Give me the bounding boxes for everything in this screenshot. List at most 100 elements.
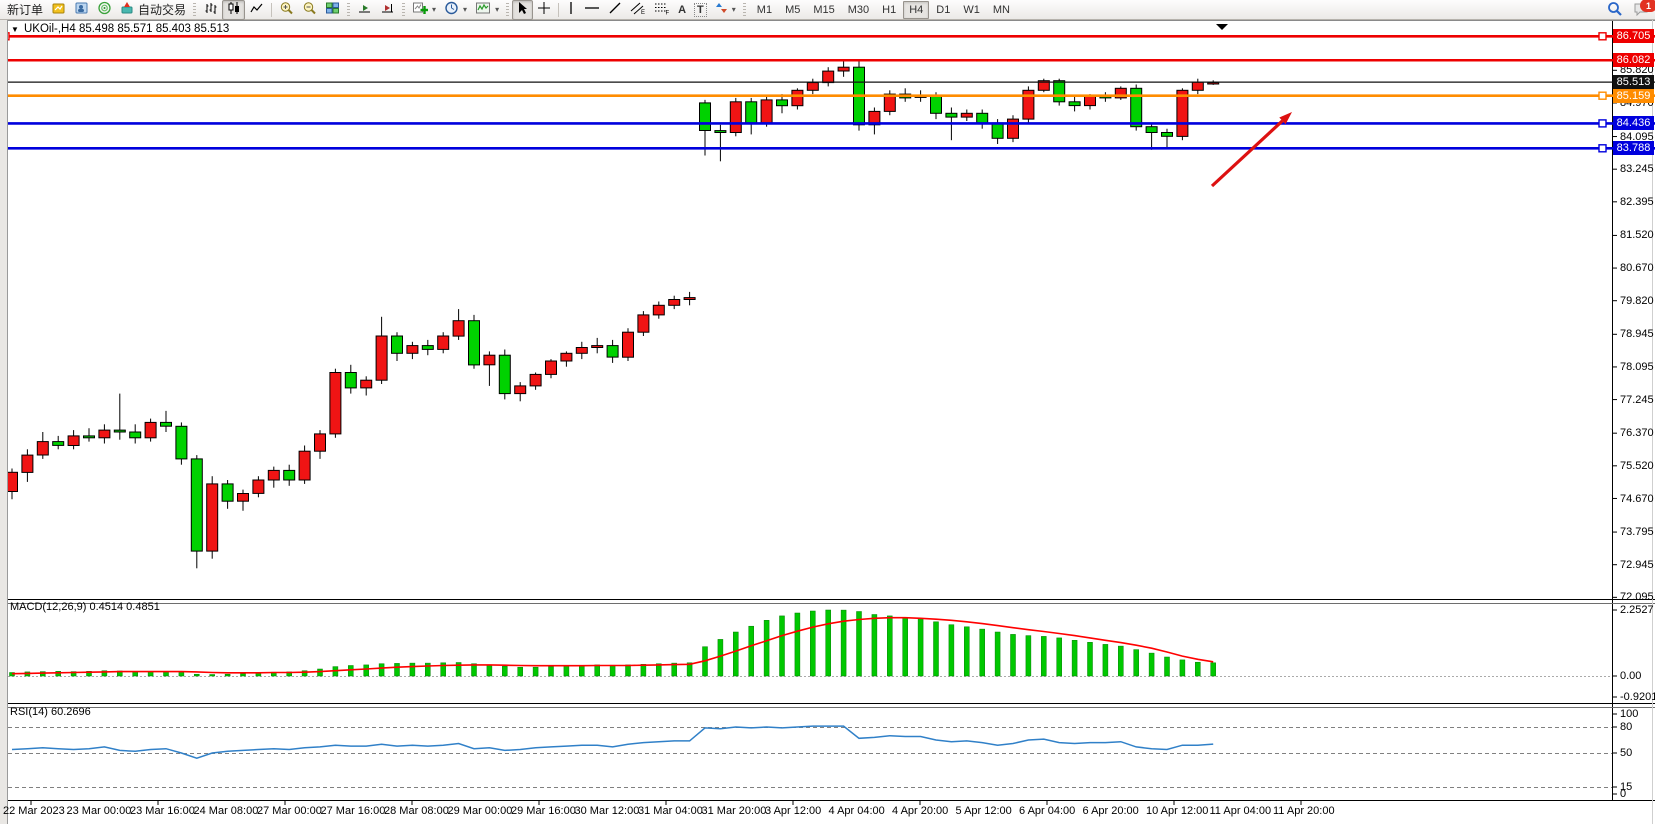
line-chart-mode-button[interactable]: [245, 0, 268, 20]
chevron-down-icon: ▾: [432, 5, 437, 14]
timeframe-button-mn[interactable]: MN: [992, 3, 1010, 16]
price-badge-83.788: 83.788: [1613, 141, 1654, 156]
macd-bar: [594, 664, 600, 677]
price-badge-85.513: 85.513: [1613, 75, 1654, 90]
text-tool-icon: A: [678, 3, 687, 16]
candle-body: [1145, 126, 1158, 133]
candle-body: [344, 372, 357, 389]
cursor-tool-button[interactable]: [512, 0, 534, 20]
macd-bar: [394, 663, 400, 677]
auto-trading-button[interactable]: 自动交易: [116, 0, 190, 20]
timeframe-button-h4[interactable]: H4: [903, 0, 930, 19]
candle-body: [1130, 87, 1143, 128]
macd-bar: [101, 670, 108, 677]
timeframe-button-m1[interactable]: M1: [756, 3, 773, 16]
timeframe-button-w1[interactable]: W1: [963, 3, 980, 16]
fibonacci-icon: F: [654, 1, 670, 18]
candle-body: [83, 435, 95, 439]
timeframe-button-h1[interactable]: H1: [882, 3, 897, 16]
fibonacci-tool-button[interactable]: F: [650, 0, 674, 20]
bar-chart-icon: [203, 1, 218, 18]
macd-bar: [579, 665, 585, 677]
timeframe-button-d1[interactable]: D1: [936, 3, 951, 16]
candle-body: [1191, 81, 1204, 91]
symbol-dropdown-icon[interactable]: ▼: [11, 25, 19, 34]
horizontal-line-tool-button[interactable]: [580, 0, 604, 20]
period-button[interactable]: ▾: [440, 0, 471, 20]
candle-body: [606, 345, 619, 358]
time-axis-label: 31 Mar 20:00: [701, 805, 767, 817]
macd-bar: [887, 615, 893, 677]
rsi-axis-label: 80: [1620, 721, 1633, 733]
candlestick-mode-button[interactable]: [222, 0, 246, 20]
price-level-handle[interactable]: [1598, 119, 1607, 128]
search-icon[interactable]: [1607, 1, 1623, 20]
equidistant-channel-tool-button[interactable]: E: [626, 0, 650, 20]
time-axis-label: 5 Apr 12:00: [955, 805, 1012, 817]
timeframe-button-m15[interactable]: M15: [813, 3, 835, 16]
price-level-handle[interactable]: [1598, 32, 1607, 41]
signals-button[interactable]: [93, 0, 116, 20]
price-level-handle[interactable]: [1598, 91, 1607, 100]
price-axis-label: 76.370: [1620, 427, 1654, 440]
template-button[interactable]: ▾: [471, 0, 503, 20]
auto-scroll-button[interactable]: [353, 0, 376, 20]
price-level-handle[interactable]: [1598, 144, 1607, 153]
vertical-line-tool-button[interactable]: [562, 0, 580, 20]
notifications-button[interactable]: 1: [1633, 0, 1655, 19]
arrows-tool-button[interactable]: ▾: [711, 0, 740, 20]
timeframe-button-m5[interactable]: M5: [785, 3, 801, 16]
macd-bar: [317, 668, 323, 677]
timeframe-button-m30[interactable]: M30: [847, 3, 870, 16]
text-tool-button[interactable]: A: [674, 0, 690, 20]
new-chart-button[interactable]: [47, 0, 70, 20]
zoom-in-button[interactable]: [275, 0, 298, 20]
channel-icon: E: [630, 1, 646, 18]
zoom-in-icon: [279, 1, 294, 18]
profiles-icon: [74, 1, 89, 18]
annotation-arrow-head[interactable]: [1279, 112, 1292, 125]
time-axis-label: 4 Apr 20:00: [892, 805, 949, 817]
macd-bar: [486, 664, 493, 677]
fibonacci-glyph: F: [666, 11, 670, 16]
candle-body: [360, 379, 373, 389]
toolbar-right: 1: [1607, 0, 1655, 20]
candle-body: [206, 483, 219, 552]
candle-body: [1068, 101, 1081, 107]
candle-body: [113, 429, 126, 433]
chevron-down-icon: ▾: [463, 5, 468, 14]
price-axis-label: 77.245: [1620, 393, 1654, 406]
macd-bar: [1148, 652, 1155, 677]
price-axis-label: 84.095: [1620, 130, 1654, 143]
zoom-out-button[interactable]: [298, 0, 321, 20]
macd-bar: [917, 618, 924, 677]
trendline-tool-button[interactable]: [604, 0, 626, 20]
crosshair-tool-button[interactable]: [533, 0, 555, 20]
macd-bar: [240, 673, 246, 677]
candle-body: [591, 345, 604, 349]
toolbar-separator: [558, 2, 560, 17]
macd-bar: [856, 611, 862, 677]
price-axis-label: 79.820: [1620, 294, 1654, 307]
macd-bar: [779, 615, 785, 677]
time-axis-label: 11 Apr 04:00: [1209, 805, 1272, 817]
macd-bar: [871, 614, 878, 677]
tile-windows-button[interactable]: [321, 0, 344, 20]
chart-shift-button[interactable]: [376, 0, 399, 20]
candle-body: [298, 450, 311, 481]
macd-signal-line: [11, 616, 1214, 675]
text-label-tool-button[interactable]: T: [690, 0, 711, 20]
candle-body: [483, 354, 496, 366]
bar-chart-mode-button[interactable]: [199, 0, 222, 20]
macd-bar: [825, 609, 831, 677]
annotation-arrow-shaft[interactable]: [1210, 119, 1284, 188]
line-chart-icon: [249, 1, 264, 18]
add-indicator-button[interactable]: ▾: [408, 0, 440, 20]
candle-body: [160, 421, 172, 427]
macd-bar: [363, 664, 369, 677]
new-order-button[interactable]: 新订单: [3, 0, 47, 20]
profiles-button[interactable]: [70, 0, 93, 20]
macd-bar: [502, 666, 508, 677]
time-axis-label: 23 Mar 16:00: [130, 805, 195, 817]
